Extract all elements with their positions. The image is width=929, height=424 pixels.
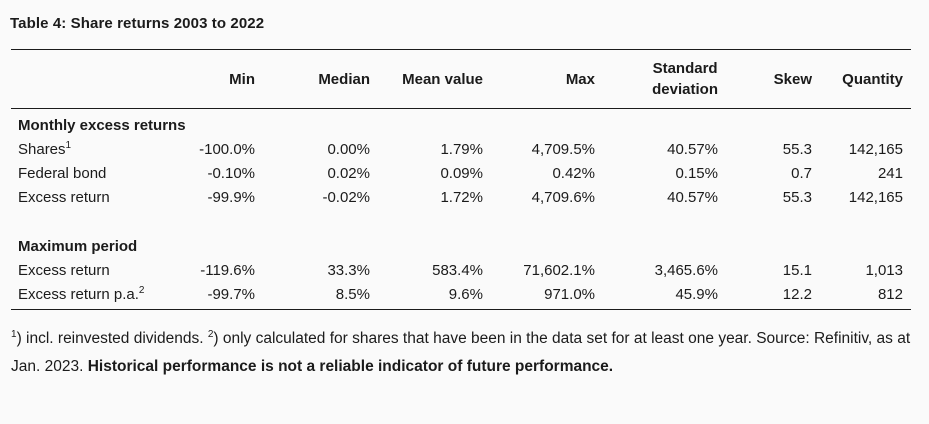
footnote-ref-1: 1 xyxy=(65,140,72,151)
section-header-maximum-period: Maximum period xyxy=(18,237,138,255)
table-row-shares: Shares1 -100.0% 0.00% 1.79% 4,709.5% 40.… xyxy=(11,138,911,162)
cell-mean: 1.72% xyxy=(440,189,483,206)
footnote-marker-2: 2 xyxy=(207,328,214,340)
cell-max: 4,709.6% xyxy=(531,189,595,206)
cell-median: 33.3% xyxy=(327,261,370,279)
cell-quantity: 812 xyxy=(812,282,911,310)
cell-max: 71,602.1% xyxy=(523,261,595,279)
column-header-standard-deviation: Standard deviation xyxy=(595,49,718,109)
cell-skew: 55.3 xyxy=(782,141,812,158)
table-row-federal-bond: Federal bond -0.10% 0.02% 0.09% 0.42% 0.… xyxy=(11,162,911,186)
cell-quantity: 142,165 xyxy=(848,141,903,158)
table-row-excess-return-monthly: Excess return -99.9% -0.02% 1.72% 4,709.… xyxy=(11,186,911,210)
cell-std-deviation: 40.57% xyxy=(667,189,718,206)
page-title: Table 4: Share returns 2003 to 2022 xyxy=(10,15,265,32)
share-returns-table: Min Median Mean value Max Standard deviat… xyxy=(11,49,911,310)
cell-min: -0.10% xyxy=(207,165,255,182)
cell-std-deviation: 0.15% xyxy=(675,165,718,182)
page: Table 4: Share returns 2003 to 2022 Min … xyxy=(10,15,917,381)
cell-max: 4,709.5% xyxy=(531,141,595,158)
cell-min: -99.7% xyxy=(186,282,255,310)
column-header-quantity: Quantity xyxy=(812,49,911,109)
cell-min: -100.0% xyxy=(199,141,255,158)
cell-quantity: 1,013 xyxy=(865,261,903,279)
row-label: Federal bond xyxy=(18,165,107,182)
cell-min: -119.6% xyxy=(200,261,255,279)
row-label: Excess return xyxy=(18,189,110,206)
cell-max: 971.0% xyxy=(483,282,595,310)
column-header-min: Min xyxy=(186,49,255,109)
cell-skew: 15.1 xyxy=(782,261,812,279)
footnote-text-1: ) incl. reinvested dividends. xyxy=(16,329,208,347)
cell-median: 8.5% xyxy=(255,282,370,310)
cell-std-deviation: 45.9% xyxy=(595,282,718,310)
column-header-mean-value: Mean value xyxy=(370,49,483,109)
cell-quantity: 241 xyxy=(877,165,903,182)
footnote-disclaimer: Historical performance is not a reliable… xyxy=(87,357,614,375)
cell-mean: 1.79% xyxy=(440,141,483,158)
cell-min: -99.9% xyxy=(207,189,255,206)
column-header-max: Max xyxy=(483,49,595,109)
cell-quantity: 142,165 xyxy=(848,189,903,206)
cell-median: 0.00% xyxy=(327,141,370,158)
cell-median: -0.02% xyxy=(322,189,370,206)
cell-std-deviation: 3,465.6% xyxy=(654,261,718,279)
row-label: Shares1 xyxy=(18,140,72,159)
cell-skew: 12.2 xyxy=(718,282,812,310)
cell-std-deviation: 40.57% xyxy=(667,141,718,158)
cell-mean: 583.4% xyxy=(432,261,483,279)
row-label: Excess return p.a.2 xyxy=(11,282,186,310)
cell-mean: 0.09% xyxy=(440,165,483,182)
table-row-excess-return-max-period: Excess return -119.6% 33.3% 583.4% 71,60… xyxy=(11,258,911,282)
cell-skew: 55.3 xyxy=(782,189,812,206)
column-header-empty xyxy=(11,49,186,109)
cell-max: 0.42% xyxy=(552,165,595,182)
footnote-ref-2: 2 xyxy=(138,284,145,296)
cell-skew: 0.7 xyxy=(791,165,812,182)
table-row-excess-return-pa: Excess return p.a.2 -99.7% 8.5% 9.6% 971… xyxy=(11,282,911,310)
header-row: Min Median Mean value Max Standard deviat… xyxy=(11,49,911,109)
footnote-marker-1: 1 xyxy=(11,328,17,340)
cell-mean: 9.6% xyxy=(370,282,483,310)
footnote-text-2: ) only calculated for shares that have b… xyxy=(11,329,911,375)
column-header-skew: Skew xyxy=(718,49,812,109)
column-header-median: Median xyxy=(255,49,370,109)
section-header-monthly-excess-returns: Monthly excess returns xyxy=(18,117,186,134)
table-footnote: 1) incl. reinvested dividends. 2) only c… xyxy=(11,325,917,381)
row-label: Excess return xyxy=(18,261,110,279)
cell-median: 0.02% xyxy=(327,165,370,182)
